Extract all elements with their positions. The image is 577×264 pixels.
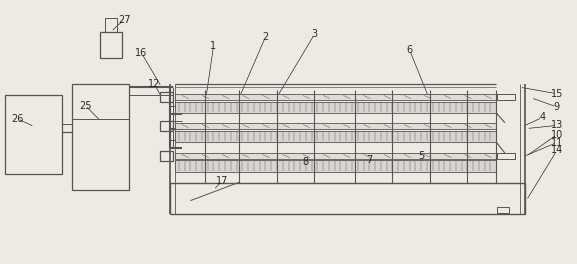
Text: 17: 17 bbox=[216, 176, 228, 186]
Bar bbox=[175, 153, 496, 159]
Bar bbox=[175, 123, 496, 129]
Text: 7: 7 bbox=[366, 155, 372, 165]
Text: 11: 11 bbox=[550, 138, 563, 148]
Text: 5: 5 bbox=[418, 151, 424, 161]
Text: 26: 26 bbox=[11, 114, 24, 124]
Text: 14: 14 bbox=[550, 145, 563, 155]
Bar bbox=[175, 160, 496, 172]
Text: 27: 27 bbox=[118, 15, 130, 25]
Bar bbox=[497, 207, 509, 213]
Bar bbox=[175, 102, 496, 113]
Bar bbox=[105, 18, 117, 32]
Text: 1: 1 bbox=[211, 41, 216, 51]
Text: 12: 12 bbox=[148, 79, 161, 89]
Text: 6: 6 bbox=[407, 45, 413, 55]
Bar bbox=[170, 183, 525, 214]
Bar bbox=[160, 121, 173, 131]
Bar bbox=[5, 95, 62, 174]
Text: 16: 16 bbox=[135, 48, 148, 58]
Text: 25: 25 bbox=[79, 101, 92, 111]
Bar bbox=[160, 151, 173, 161]
Text: 13: 13 bbox=[550, 120, 563, 130]
Text: 15: 15 bbox=[550, 89, 563, 99]
Bar bbox=[72, 84, 129, 190]
Text: 10: 10 bbox=[550, 130, 563, 140]
Text: 3: 3 bbox=[312, 29, 317, 39]
Bar bbox=[175, 94, 496, 100]
Text: 4: 4 bbox=[539, 112, 545, 122]
Bar bbox=[160, 92, 173, 102]
Bar bbox=[497, 153, 515, 159]
Text: 8: 8 bbox=[303, 157, 309, 167]
Bar bbox=[175, 131, 496, 142]
Text: 9: 9 bbox=[554, 102, 560, 112]
Text: 2: 2 bbox=[263, 32, 268, 42]
Bar bbox=[497, 93, 515, 100]
Bar bbox=[100, 32, 122, 58]
